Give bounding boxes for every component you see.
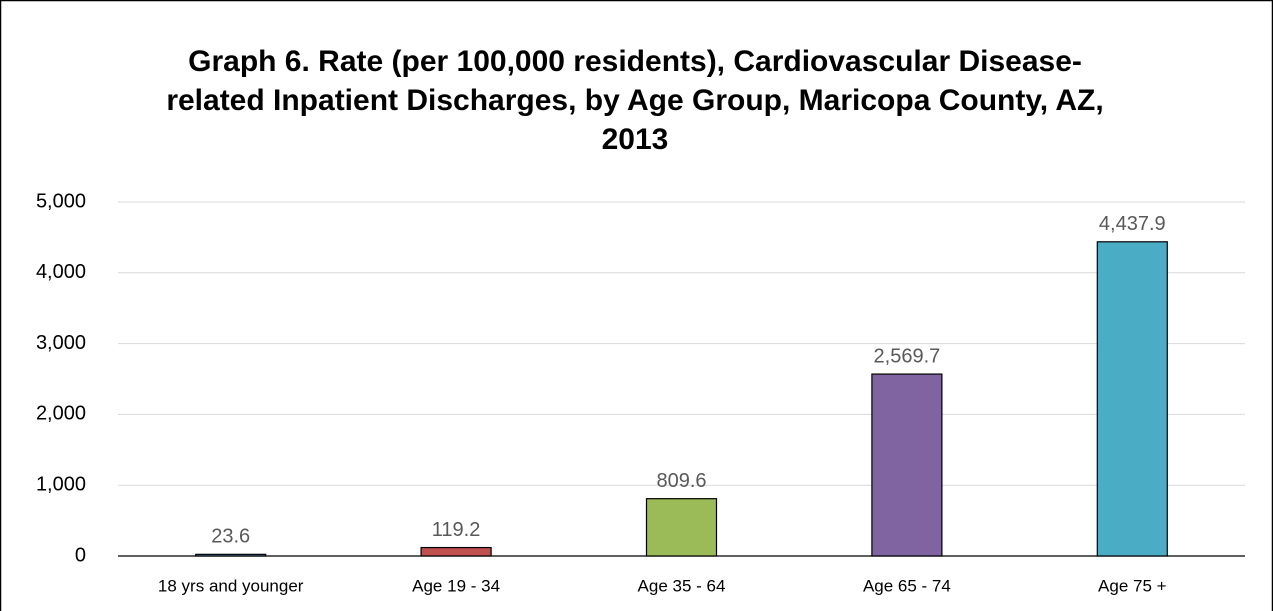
y-tick-label: 5,000 <box>36 190 86 212</box>
x-tick-label: Age 19 - 34 <box>412 576 500 595</box>
data-label: 119.2 <box>432 519 481 541</box>
x-tick-label: Age 35 - 64 <box>638 576 726 595</box>
y-tick-label: 3,000 <box>36 332 86 354</box>
bar <box>1096 241 1168 557</box>
y-tick-label: 4,000 <box>36 261 86 283</box>
x-tick-label: Age 75 + <box>1098 576 1167 595</box>
data-label: 4,437.9 <box>1099 213 1166 235</box>
bar <box>645 498 718 557</box>
data-label: 809.6 <box>656 470 706 492</box>
y-tick-label: 1,000 <box>36 473 86 495</box>
data-label: 23.6 <box>211 526 250 548</box>
data-label: 2,569.7 <box>874 345 941 367</box>
bar <box>420 546 492 557</box>
y-tick-label: 0 <box>75 544 86 566</box>
bar <box>871 373 943 557</box>
bar <box>195 553 267 557</box>
x-tick-label: 18 yrs and younger <box>158 576 304 595</box>
chart-title: Graph 6. Rate (per 100,000 residents), C… <box>166 45 1104 156</box>
y-tick-label: 2,000 <box>36 403 86 425</box>
x-tick-label: Age 65 - 74 <box>863 576 951 595</box>
